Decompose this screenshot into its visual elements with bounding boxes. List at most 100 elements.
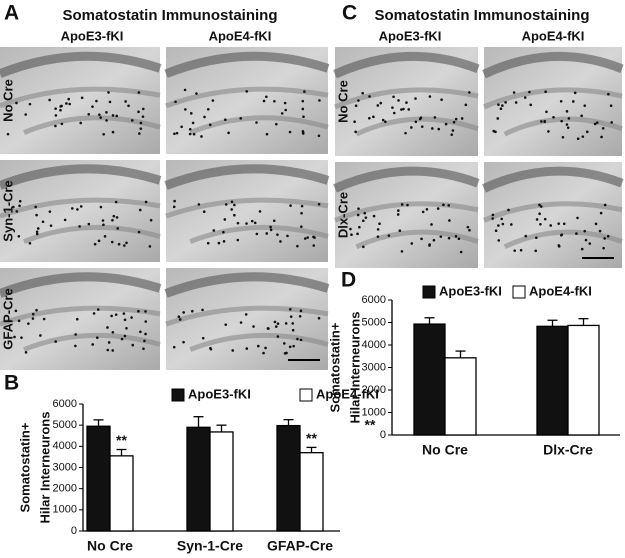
cell-dot	[35, 230, 39, 234]
cell-dot	[42, 317, 46, 321]
cell-dot	[87, 112, 91, 116]
cell-dot	[107, 341, 111, 344]
cell-layer	[164, 51, 330, 78]
cell-dot	[452, 120, 456, 124]
cell-dot	[510, 223, 513, 226]
cell-dot	[584, 238, 588, 242]
cell-dot	[372, 214, 376, 218]
bar	[536, 325, 569, 436]
cell-dot	[97, 239, 101, 243]
cell-layer	[0, 164, 162, 190]
cell-dot	[18, 199, 22, 203]
cell-dot	[138, 132, 141, 135]
cell-dot	[148, 245, 152, 248]
cell-dot	[116, 227, 120, 230]
cell-dot	[142, 347, 145, 351]
cell-dot	[440, 98, 443, 101]
cell-dot	[317, 316, 321, 320]
cell-dot	[189, 112, 193, 115]
cell-dot	[544, 90, 547, 94]
cell-dot	[524, 234, 528, 238]
cell-dot	[236, 238, 240, 242]
cell-dot	[13, 335, 16, 339]
cell-dot	[534, 249, 538, 253]
cell-layer	[482, 51, 624, 79]
cell-dot	[274, 325, 278, 328]
cell-dot	[376, 235, 380, 238]
column-header: ApoE3-fKI	[61, 28, 124, 43]
cell-dot	[17, 234, 21, 238]
cell-dot	[433, 116, 437, 119]
cell-dot	[357, 207, 360, 210]
cell-dot	[560, 233, 564, 236]
cell-dot	[354, 104, 358, 107]
cell-dot	[192, 132, 196, 136]
cell-dot	[130, 316, 133, 319]
cell-dot	[466, 225, 470, 229]
cell-dot	[276, 335, 280, 338]
panel-label: C	[342, 2, 357, 25]
cell-dot	[539, 223, 542, 226]
cell-dot	[20, 336, 23, 339]
cell-dot	[203, 115, 206, 119]
cell-dot	[257, 344, 260, 348]
cell-dot	[543, 119, 546, 123]
cell-layer	[164, 164, 330, 190]
cell-dot	[275, 122, 278, 126]
cell-dot	[18, 204, 21, 208]
cell-dot	[280, 112, 284, 115]
cell-dot	[420, 237, 423, 241]
cell-dot	[65, 102, 68, 105]
granule-layer	[334, 87, 479, 137]
cell-dot	[565, 123, 569, 126]
x-tick-label: No Cre	[422, 442, 468, 458]
cell-dot	[312, 244, 316, 247]
cell-dot	[137, 309, 140, 313]
cell-dot	[289, 308, 292, 311]
y-tick-label: 4000	[53, 440, 77, 452]
legend-swatch	[299, 388, 313, 402]
cell-dot	[572, 100, 575, 103]
cell-dot	[566, 126, 570, 129]
cell-dot	[575, 232, 578, 235]
legend-swatch	[512, 285, 526, 299]
cell-dot	[288, 130, 292, 134]
cell-dot	[182, 340, 185, 344]
cell-dot	[595, 121, 599, 124]
cell-dot	[211, 99, 215, 102]
cell-dot	[17, 319, 21, 323]
legend-label: ApoE3-fKI	[439, 283, 502, 298]
cell-dot	[183, 88, 187, 92]
panel-title: Somatostatin Immunostaining	[62, 7, 277, 24]
cell-dot	[54, 107, 57, 110]
bar	[567, 324, 600, 436]
cell-dot	[131, 343, 135, 347]
cell-dot	[496, 117, 500, 120]
cell-dot	[188, 127, 192, 131]
cell-dot	[497, 103, 500, 106]
cell-dot	[122, 312, 126, 315]
cell-dot	[115, 216, 119, 219]
cell-dot	[468, 228, 471, 232]
cell-dot	[593, 122, 597, 126]
cell-dot	[381, 118, 385, 122]
cell-dot	[594, 222, 598, 226]
cell-dot	[68, 102, 71, 106]
cell-dot	[191, 309, 194, 313]
cell-dot	[400, 108, 403, 111]
cell-dot	[182, 311, 185, 314]
cell-dot	[494, 229, 498, 233]
cell-dot	[222, 230, 225, 234]
cell-dot	[273, 320, 277, 324]
cell-dot	[41, 220, 45, 224]
cell-dot	[414, 97, 417, 100]
y-tick-label: 4000	[362, 339, 386, 351]
cell-dot	[567, 117, 571, 120]
cell-dot	[431, 127, 434, 130]
cell-dot	[12, 205, 15, 209]
cell-dot	[201, 336, 205, 340]
cell-dot	[202, 210, 206, 214]
cell-dot	[610, 121, 613, 124]
cell-dot	[139, 127, 143, 130]
cell-dot	[397, 99, 400, 102]
